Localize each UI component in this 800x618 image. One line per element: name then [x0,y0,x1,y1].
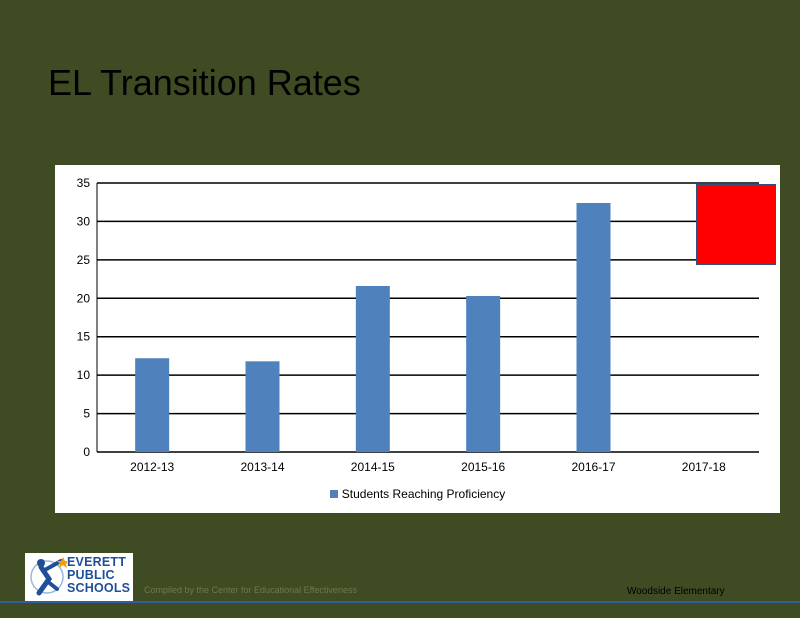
x-tick-label: 2013-14 [240,460,284,474]
legend-label: Students Reaching Proficiency [341,487,506,501]
y-tick-label: 15 [77,330,91,344]
bar-chart: 0 5 10 15 20 25 30 35 2012-13 2013-14 2014-15 2015-… [77,176,759,474]
logo-line-2: PUBLIC [67,568,115,582]
chart-legend: Students Reaching Proficiency [55,487,780,501]
y-tick-label: 30 [77,214,91,228]
bar [576,202,611,452]
y-tick-label: 20 [77,291,91,305]
footer-credit: Compiled by the Center for Educational E… [144,585,357,595]
bar [355,285,390,452]
footer-rule [0,601,800,603]
bar [135,358,170,452]
y-tick-label: 5 [83,407,90,421]
logo-text: EVERETT PUBLIC SCHOOLS [67,556,130,595]
x-tick-label: 2017-18 [682,460,726,474]
y-tick-label: 10 [77,368,91,382]
y-tick-label: 0 [83,445,90,459]
logo-line-1: EVERETT [67,555,127,569]
x-tick-label: 2012-13 [130,460,174,474]
y-tick-label: 25 [77,253,91,267]
x-tick-label: 2015-16 [461,460,505,474]
target-marker [696,184,776,265]
logo-line-3: SCHOOLS [67,581,131,595]
legend-swatch [329,490,338,498]
bar [245,361,280,452]
slide-title: EL Transition Rates [48,62,361,103]
bar [466,295,501,452]
logo-figure-icon [30,557,67,596]
y-tick-label: 35 [77,176,91,190]
footer-school: Woodside Elementary [627,586,725,597]
everett-public-schools-logo: EVERETT PUBLIC SCHOOLS [25,553,133,601]
x-tick-label: 2014-15 [351,460,395,474]
x-tick-label: 2016-17 [571,460,615,474]
chart-panel: 0 5 10 15 20 25 30 35 2012-13 2013-14 2014-15 2015-… [55,165,780,513]
